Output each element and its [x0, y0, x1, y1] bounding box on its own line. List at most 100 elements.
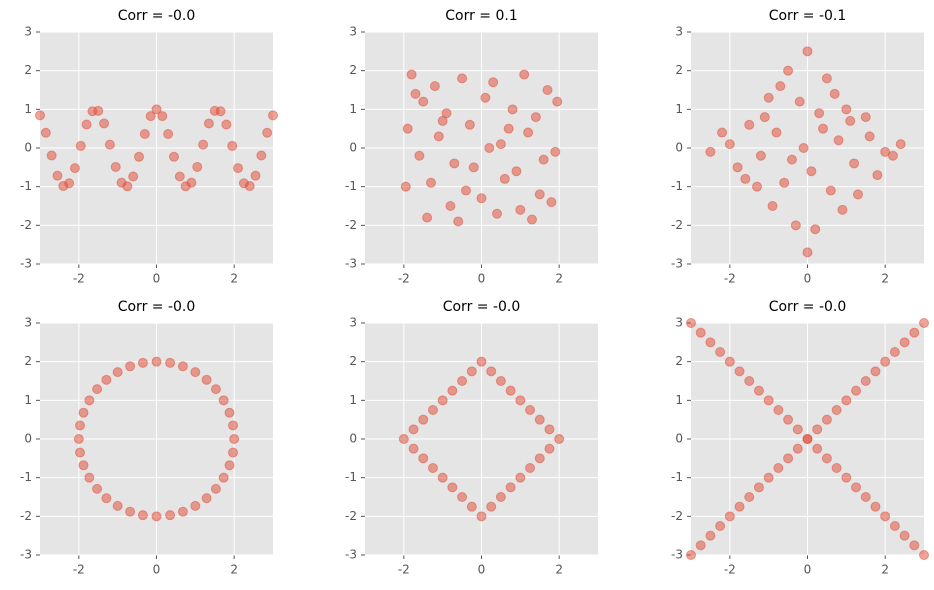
- y-tick-label: 3: [675, 316, 683, 330]
- point: [165, 510, 176, 521]
- point: [486, 366, 497, 377]
- point: [398, 434, 409, 444]
- y-tick-label: -2: [345, 218, 357, 232]
- point: [829, 88, 840, 99]
- point: [546, 197, 557, 208]
- point: [426, 177, 437, 188]
- y-tick-label: -2: [345, 509, 357, 523]
- point: [190, 500, 201, 511]
- point: [128, 171, 139, 182]
- point: [151, 104, 162, 115]
- y-tick-label: -3: [20, 548, 32, 562]
- point: [771, 127, 782, 138]
- point: [125, 506, 136, 517]
- point: [734, 501, 745, 512]
- x-tick-label: 0: [804, 272, 812, 286]
- y-tick-label: 3: [675, 25, 683, 39]
- point: [505, 385, 516, 396]
- point: [480, 92, 491, 103]
- point: [233, 163, 244, 174]
- point: [466, 366, 477, 377]
- point: [192, 161, 203, 172]
- point: [137, 357, 148, 368]
- point: [802, 247, 813, 258]
- y-tick-label: 2: [24, 63, 32, 77]
- x-tick-label: 2: [881, 563, 889, 577]
- point: [400, 181, 411, 192]
- point: [849, 158, 860, 169]
- point: [35, 110, 45, 121]
- point: [724, 139, 735, 150]
- point: [437, 115, 448, 126]
- x-tick-label: 2: [230, 563, 238, 577]
- point: [488, 77, 499, 88]
- point: [268, 110, 278, 121]
- y-tick-label: -1: [671, 470, 683, 484]
- point: [798, 143, 809, 153]
- point: [845, 115, 856, 126]
- point: [841, 395, 852, 406]
- point: [860, 376, 871, 386]
- point: [210, 483, 221, 494]
- x-tick-label: -2: [724, 563, 736, 577]
- point: [860, 492, 871, 502]
- point: [909, 540, 920, 551]
- point: [686, 318, 696, 328]
- point: [137, 510, 148, 521]
- point: [52, 170, 63, 181]
- point: [686, 550, 696, 560]
- point: [198, 139, 209, 150]
- point: [752, 181, 763, 192]
- point: [802, 434, 813, 444]
- x-tick-label: -2: [398, 272, 410, 286]
- point: [792, 443, 803, 454]
- point: [542, 85, 553, 95]
- point: [203, 118, 214, 129]
- point: [825, 185, 836, 196]
- point: [887, 150, 898, 161]
- point: [759, 112, 770, 123]
- point: [523, 127, 534, 138]
- point: [783, 414, 794, 425]
- point: [507, 104, 518, 115]
- point: [899, 530, 910, 541]
- point: [104, 139, 115, 150]
- point: [449, 158, 460, 169]
- point: [168, 151, 179, 162]
- point: [457, 492, 468, 502]
- point: [744, 376, 755, 386]
- point: [495, 492, 506, 502]
- point: [447, 385, 458, 396]
- x-tick-label: 0: [478, 563, 486, 577]
- point: [157, 111, 168, 122]
- point: [763, 472, 774, 483]
- point: [163, 129, 174, 140]
- point: [503, 123, 514, 134]
- point: [705, 146, 716, 157]
- point: [445, 201, 456, 211]
- point: [92, 384, 103, 395]
- point: [40, 127, 51, 138]
- y-tick-label: 0: [24, 432, 32, 446]
- point: [92, 483, 103, 494]
- point: [821, 453, 832, 464]
- point: [763, 92, 774, 103]
- point: [74, 447, 85, 458]
- point: [201, 374, 212, 385]
- point: [457, 73, 468, 84]
- y-tick-label: -1: [671, 179, 683, 193]
- point: [165, 357, 176, 368]
- point: [715, 521, 726, 531]
- point: [794, 96, 805, 107]
- point: [151, 511, 162, 522]
- point: [515, 204, 526, 215]
- point: [519, 69, 530, 80]
- x-tick-label: 2: [555, 563, 563, 577]
- point: [792, 424, 803, 435]
- point: [139, 129, 150, 140]
- point: [78, 460, 89, 471]
- point: [753, 482, 764, 493]
- point: [476, 356, 487, 367]
- point: [418, 96, 429, 107]
- point: [122, 181, 133, 192]
